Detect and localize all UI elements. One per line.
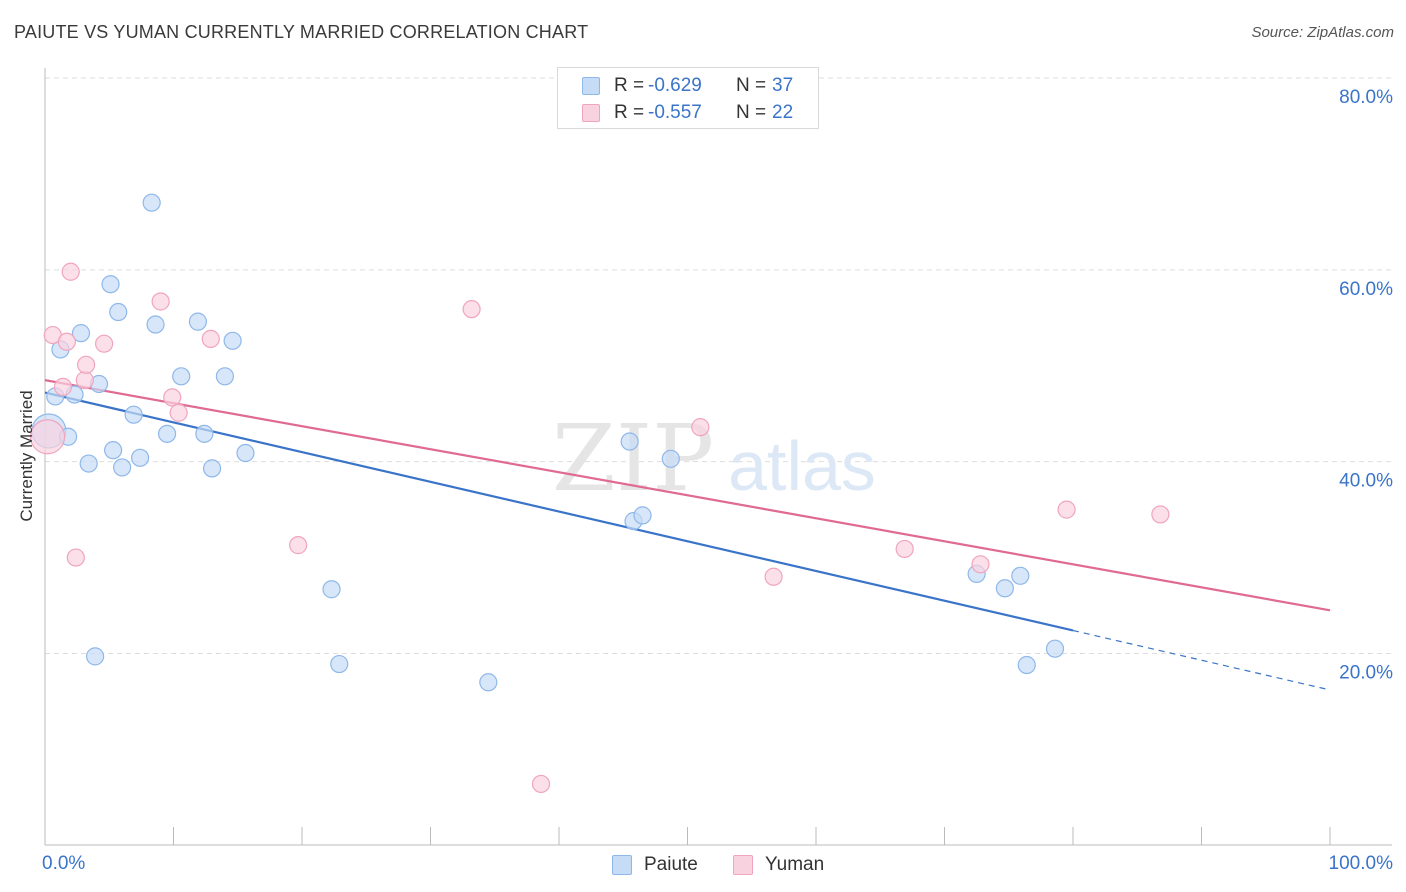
yuman-point [151, 292, 170, 311]
chart-title: PAIUTE VS YUMAN CURRENTLY MARRIED CORREL… [14, 22, 589, 42]
yuman-point [57, 332, 76, 351]
paiute-swatch [612, 855, 632, 875]
x-tick-label: 0.0% [42, 853, 85, 874]
legend-label-yuman: Yuman [765, 854, 825, 875]
yuman-point [201, 329, 220, 348]
correlation-legend: R = -0.629 N = 37 R = -0.557 N = 22 [557, 67, 819, 129]
yuman-point [29, 419, 66, 455]
paiute-point [330, 654, 349, 674]
n-label: N = [736, 75, 767, 96]
yuman-point [531, 774, 551, 794]
tick-labels: 20.0% 40.0% 60.0% 80.0% 0.0% 100.0% [42, 87, 1393, 874]
yuman-point [77, 355, 96, 374]
watermark-atlas: atlas [728, 427, 876, 505]
trend-lines [44, 379, 1331, 691]
r-value: -0.629 [648, 75, 702, 96]
yuman-swatch [582, 104, 600, 122]
paiute-point [104, 441, 123, 460]
yuman-point [61, 262, 80, 281]
r-value: -0.557 [648, 102, 702, 123]
paiute-point [109, 302, 128, 322]
paiute-point [188, 312, 208, 331]
legend-label-paiute: Paiute [644, 854, 698, 875]
paiute-point [157, 424, 177, 443]
paiute-point [130, 448, 150, 467]
r-label: R = [614, 102, 645, 123]
paiute-point [142, 193, 161, 212]
paiute-point [71, 324, 91, 343]
paiute-point [172, 367, 191, 386]
paiute-point [215, 367, 234, 386]
paiute-point [1045, 639, 1065, 658]
yuman-point [1057, 500, 1076, 519]
yuman-point [691, 418, 710, 437]
trend-line-extension-paiute [1072, 629, 1331, 691]
yuman-point [53, 377, 73, 396]
series-legend: Paiute Yuman [0, 852, 1406, 878]
y-tick-label: 80.0% [1339, 87, 1393, 108]
paiute-point [236, 443, 255, 463]
yuman-point [1151, 505, 1170, 524]
axes [44, 68, 1392, 846]
y-axis-label: Currently Married [17, 390, 36, 522]
yuman-point [95, 334, 114, 353]
paiute-point [112, 458, 132, 477]
paiute-point [479, 673, 498, 692]
paiute-point [195, 424, 214, 443]
watermark: ZIP atlas [552, 405, 876, 512]
yuman-point [289, 536, 308, 555]
r-label: R = [614, 75, 645, 96]
paiute-point [101, 275, 120, 294]
data-points [29, 193, 1170, 794]
paiute-point [661, 449, 680, 468]
yuman-point [462, 300, 481, 319]
yuman-point [75, 371, 94, 390]
yuman-point [66, 548, 85, 567]
paiute-point [995, 579, 1014, 598]
paiute-point [146, 315, 165, 334]
paiute-point [124, 405, 143, 424]
yuman-point [895, 539, 914, 559]
y-tick-label: 60.0% [1339, 279, 1393, 300]
y-tick-label: 20.0% [1339, 663, 1393, 684]
paiute-point [1011, 566, 1030, 585]
n-value: 22 [772, 102, 794, 123]
yuman-point [163, 388, 182, 407]
paiute-swatch [582, 77, 600, 95]
paiute-point [86, 647, 105, 666]
y-tick-label: 40.0% [1339, 471, 1393, 492]
paiute-point [633, 506, 652, 525]
paiute-point [223, 331, 242, 350]
yuman-point [971, 555, 990, 574]
paiute-point [79, 454, 98, 473]
trend-line-yuman [44, 379, 1331, 612]
yuman-point [169, 403, 188, 422]
paiute-point [620, 432, 639, 451]
yuman-point [764, 567, 783, 586]
n-label: N = [736, 102, 767, 123]
source-credit: Source: ZipAtlas.com [1251, 24, 1394, 41]
yuman-swatch [733, 855, 753, 875]
paiute-point [322, 580, 341, 599]
grid-lines [45, 77, 1392, 654]
trend-line-paiute [44, 391, 1074, 632]
paiute-point [1017, 655, 1036, 675]
n-value: 37 [772, 75, 794, 96]
paiute-point [202, 459, 222, 478]
x-tick-label: 100.0% [1329, 853, 1394, 874]
